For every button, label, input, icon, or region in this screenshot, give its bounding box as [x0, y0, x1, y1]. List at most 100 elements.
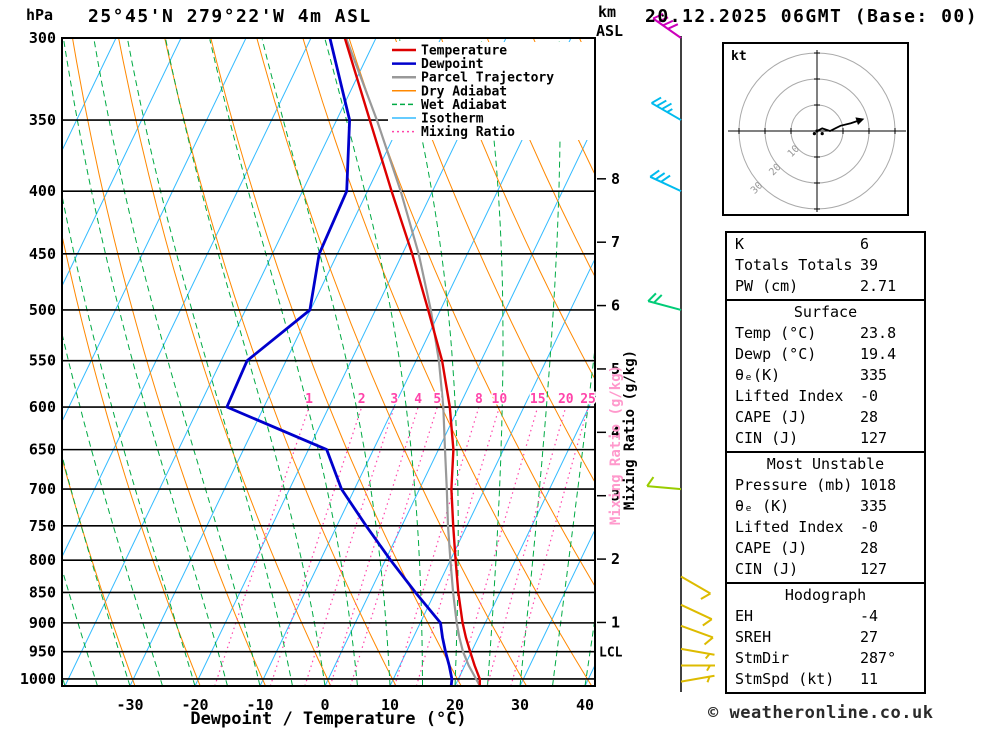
stat-row: CAPE (J) 28	[727, 538, 924, 559]
stat-label: K	[735, 235, 745, 253]
stat-value: 28	[860, 408, 879, 426]
datetime-title: 20.12.2025 06GMT (Base: 00)	[645, 6, 979, 27]
legend-label: Parcel Trajectory	[421, 71, 554, 86]
pressure-tick-labels: 300 350 400 450 500 550 600 650 700 750 800 850 900 9…	[20, 29, 56, 688]
svg-text:700: 700	[29, 480, 56, 498]
altitude-axis-unit-km: km	[598, 3, 617, 21]
stat-value: 11	[860, 670, 879, 688]
lcl-label: LCL	[599, 646, 623, 661]
stat-value: 335	[860, 497, 888, 515]
svg-text:4: 4	[611, 423, 620, 441]
stat-label: θₑ (K)	[735, 497, 790, 515]
svg-text:5: 5	[433, 392, 441, 407]
svg-text:-30: -30	[116, 696, 143, 714]
stat-value: -0	[860, 387, 879, 405]
stat-value: 28	[860, 539, 879, 557]
stat-row: Totals Totals 39	[727, 255, 924, 276]
wind-barb	[652, 12, 682, 39]
stat-label: CAPE (J)	[735, 408, 808, 426]
stat-row: θₑ (K) 335	[727, 496, 924, 517]
stat-label: Pressure (mb)	[735, 476, 853, 494]
stat-value: 2.71	[860, 277, 897, 295]
stat-row: CIN (J) 127	[727, 428, 924, 449]
wind-barb	[646, 476, 682, 491]
stat-row: Pressure (mb) 1018	[727, 475, 924, 496]
hodograph-ring-label: 20	[767, 162, 783, 178]
svg-text:5: 5	[611, 360, 620, 378]
stat-label: Totals Totals	[735, 256, 853, 274]
wind-barb	[649, 169, 682, 193]
stat-row: Lifted Index -0	[727, 517, 924, 538]
altitude-axis-unit-asl: ASL	[596, 22, 624, 40]
wind-barb	[681, 664, 715, 672]
stat-value: 335	[860, 366, 888, 384]
stats-section: Surface Temp (°C) 23.8 Dewp (°C) 19.4 θₑ(K) 33…	[727, 299, 924, 451]
stat-row: Temp (°C) 23.8	[727, 323, 924, 344]
stat-row: EH -4	[727, 606, 924, 627]
stats-section-title: Most Unstable	[766, 455, 885, 473]
stat-label: StmSpd (kt)	[735, 670, 835, 688]
parcel-trajectory-curve	[345, 38, 481, 686]
wet-adiabats	[62, 39, 595, 686]
svg-text:650: 650	[29, 441, 56, 459]
svg-text:1: 1	[305, 392, 313, 407]
hodograph-point	[815, 129, 819, 133]
legend-label: Dewpoint	[421, 57, 484, 72]
stat-value: -0	[860, 518, 879, 536]
stat-value: 1018	[860, 476, 897, 494]
svg-text:-10: -10	[246, 696, 273, 714]
stats-section: Most Unstable Pressure (mb) 1018 θₑ (K) 335 L…	[727, 451, 924, 582]
wind-barb	[651, 96, 682, 121]
stat-row: StmDir 287°	[727, 648, 924, 669]
mixing-ratio-axis-label: Mixing Ratio (g/kg)	[622, 350, 638, 510]
legend-label: Mixing Ratio	[421, 125, 515, 140]
pressure-gridlines	[62, 37, 595, 680]
pressure-axis-unit: hPa	[26, 6, 54, 24]
stat-row: SREH 27	[727, 627, 924, 648]
hodograph-point	[820, 132, 824, 136]
wind-barb	[680, 647, 715, 660]
stat-label: PW (cm)	[735, 277, 799, 295]
svg-text:400: 400	[29, 182, 56, 200]
stat-value: 23.8	[860, 324, 897, 342]
svg-text:1000: 1000	[20, 670, 56, 688]
wind-barb	[680, 603, 713, 627]
stat-row: StmSpd (kt) 11	[727, 669, 924, 690]
svg-text:8: 8	[475, 392, 483, 407]
svg-text:600: 600	[29, 398, 56, 416]
stat-label: θₑ(K)	[735, 366, 781, 384]
wind-barb-column	[646, 12, 715, 692]
wind-barb	[680, 624, 714, 646]
svg-text:550: 550	[29, 352, 56, 370]
svg-text:4: 4	[414, 392, 422, 407]
svg-text:25: 25	[580, 392, 596, 407]
hodograph-ring-label: 30	[749, 180, 765, 196]
wind-barb	[680, 674, 715, 683]
wind-barb	[647, 292, 682, 311]
stat-row: θₑ(K) 335	[727, 365, 924, 386]
stat-row: Dewp (°C) 19.4	[727, 344, 924, 365]
svg-text:750: 750	[29, 517, 56, 535]
stats-section: K 6 Totals Totals 39 PW (cm) 2.71	[727, 233, 924, 299]
svg-text:500: 500	[29, 301, 56, 319]
stats-table: K 6 Totals Totals 39 PW (cm) 2.71 Surface Temp …	[725, 231, 926, 694]
svg-text:20: 20	[558, 392, 574, 407]
svg-text:0: 0	[320, 696, 329, 714]
stat-row: CIN (J) 127	[727, 559, 924, 580]
svg-text:10: 10	[492, 392, 508, 407]
temperature-curve	[343, 38, 481, 686]
stat-label: EH	[735, 607, 754, 625]
stat-value: 287°	[860, 649, 897, 667]
legend-label: Temperature	[421, 44, 507, 59]
x-axis-label: Dewpoint / Temperature (°C)	[190, 709, 467, 729]
chart-frame	[61, 37, 596, 687]
hodograph-arrowhead	[855, 117, 865, 125]
svg-text:450: 450	[29, 245, 56, 263]
svg-text:30: 30	[511, 696, 529, 714]
svg-text:350: 350	[29, 111, 56, 129]
svg-text:1: 1	[611, 613, 620, 631]
svg-text:15: 15	[530, 392, 546, 407]
